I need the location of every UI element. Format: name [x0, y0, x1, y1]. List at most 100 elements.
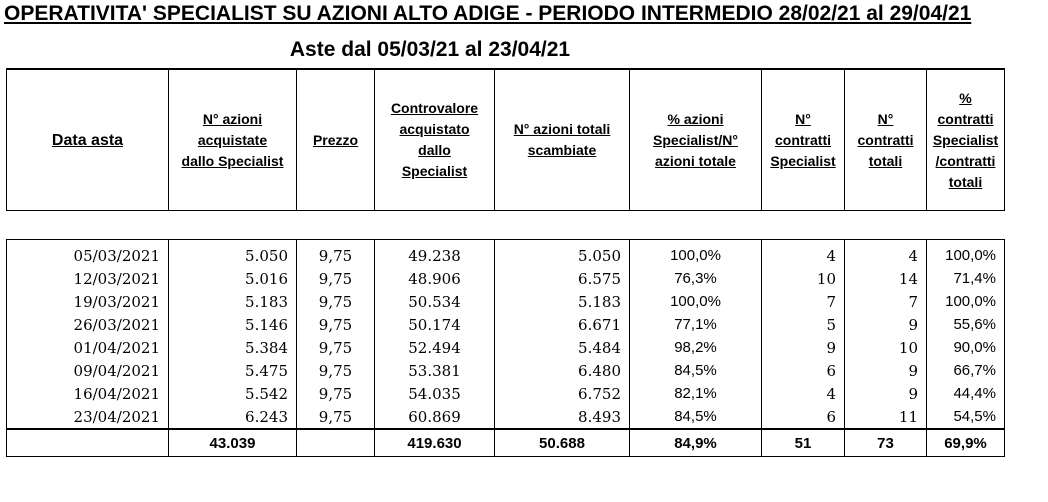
cell-azioni-acquistate: 5.016: [168, 267, 297, 290]
total-contratti-totali: 73: [844, 428, 927, 457]
table-row: 09/04/2021 5.475 9,75 53.381 6.480 84,5% 6 9 66,…: [6, 359, 1005, 382]
cell-azioni-totali: 6.575: [494, 267, 630, 290]
cell-azioni-totali: 5.183: [494, 290, 630, 313]
table-row: 01/04/2021 5.384 9,75 52.494 5.484 98,2% 9 10 90…: [6, 336, 1005, 359]
total-controvalore: 419.630: [374, 428, 495, 457]
header-prezzo: Prezzo: [296, 68, 375, 211]
cell-pct-contratti: 55,6%: [926, 313, 1005, 336]
cell-controvalore: 52.494: [374, 336, 495, 359]
cell-pct-contratti: 44,4%: [926, 382, 1005, 405]
cell-contratti-totali: 9: [844, 313, 927, 336]
cell-prezzo: 9,75: [296, 239, 375, 267]
cell-pct-contratti: 90,0%: [926, 336, 1005, 359]
cell-data-asta: 26/03/2021: [6, 313, 169, 336]
header-azioni-totali: N° azioni totali scambiate: [494, 68, 630, 211]
header-row: Data asta N° azioni acquistate dallo Spe…: [6, 68, 1005, 211]
cell-data-asta: 05/03/2021: [6, 239, 169, 267]
cell-pct-contratti: 54,5%: [926, 405, 1005, 429]
cell-pct-azioni: 84,5%: [629, 405, 762, 429]
cell-pct-azioni: 77,1%: [629, 313, 762, 336]
cell-controvalore: 60.869: [374, 405, 495, 429]
spacer-row: [7, 211, 1005, 240]
header-contratti-totali: N° contratti totali: [844, 68, 927, 211]
cell-data-asta: 19/03/2021: [6, 290, 169, 313]
header-controvalore: Controvalore acquistato dallo Specialist: [374, 68, 495, 211]
cell-data-asta: 23/04/2021: [6, 405, 169, 429]
cell-contratti-totali: 9: [844, 382, 927, 405]
cell-prezzo: 9,75: [296, 359, 375, 382]
cell-data-asta: 12/03/2021: [6, 267, 169, 290]
specialist-operations-table: Data asta N° azioni acquistate dallo Spe…: [6, 68, 1005, 457]
table-row: 23/04/2021 6.243 9,75 60.869 8.493 84,5% 6 11 54…: [6, 405, 1005, 429]
document-title: OPERATIVITA' SPECIALIST SU AZIONI ALTO A…: [4, 2, 972, 25]
cell-azioni-acquistate: 5.050: [168, 239, 297, 267]
cell-azioni-acquistate: 5.183: [168, 290, 297, 313]
total-pct-azioni: 84,9%: [629, 428, 762, 457]
cell-controvalore: 53.381: [374, 359, 495, 382]
cell-azioni-totali: 5.484: [494, 336, 630, 359]
cell-azioni-acquistate: 6.243: [168, 405, 297, 429]
cell-azioni-totali: 5.050: [494, 239, 630, 267]
cell-pct-azioni: 76,3%: [629, 267, 762, 290]
cell-pct-contratti: 71,4%: [926, 267, 1005, 290]
header-azioni-acquistate: N° azioni acquistate dallo Specialist: [168, 68, 297, 211]
cell-contratti-specialist: 4: [761, 239, 845, 267]
cell-azioni-acquistate: 5.475: [168, 359, 297, 382]
cell-contratti-totali: 11: [844, 405, 927, 429]
totals-row: 43.039 419.630 50.688 84,9% 51 73 69,9%: [6, 428, 1005, 457]
cell-controvalore: 48.906: [374, 267, 495, 290]
cell-controvalore: 54.035: [374, 382, 495, 405]
cell-prezzo: 9,75: [296, 336, 375, 359]
cell-pct-azioni: 98,2%: [629, 336, 762, 359]
cell-data-asta: 16/04/2021: [6, 382, 169, 405]
total-pct-contratti: 69,9%: [926, 428, 1005, 457]
cell-azioni-totali: 6.752: [494, 382, 630, 405]
header-data-asta: Data asta: [6, 68, 169, 211]
total-contratti-specialist: 51: [761, 428, 845, 457]
total-azioni-totali: 50.688: [494, 428, 630, 457]
cell-contratti-specialist: 4: [761, 382, 845, 405]
table-row: 19/03/2021 5.183 9,75 50.534 5.183 100,0% 7 7 10…: [6, 290, 1005, 313]
cell-azioni-acquistate: 5.384: [168, 336, 297, 359]
cell-pct-azioni: 100,0%: [629, 239, 762, 267]
cell-contratti-specialist: 7: [761, 290, 845, 313]
cell-azioni-acquistate: 5.146: [168, 313, 297, 336]
cell-contratti-totali: 9: [844, 359, 927, 382]
header-contratti-specialist: N° contratti Specialist: [761, 68, 845, 211]
cell-contratti-specialist: 6: [761, 405, 845, 429]
document-subtitle: Aste dal 05/03/21 al 23/04/21: [289, 38, 571, 61]
header-pct-azioni: % azioni Specialist/N° azioni totale: [629, 68, 762, 211]
cell-contratti-specialist: 9: [761, 336, 845, 359]
cell-azioni-totali: 6.480: [494, 359, 630, 382]
cell-prezzo: 9,75: [296, 313, 375, 336]
cell-azioni-totali: 6.671: [494, 313, 630, 336]
cell-controvalore: 49.238: [374, 239, 495, 267]
cell-prezzo: 9,75: [296, 290, 375, 313]
cell-pct-contratti: 100,0%: [926, 290, 1005, 313]
cell-prezzo: 9,75: [296, 267, 375, 290]
cell-data-asta: 01/04/2021: [6, 336, 169, 359]
total-prezzo-cell: [296, 428, 375, 457]
cell-azioni-acquistate: 5.542: [168, 382, 297, 405]
cell-azioni-totali: 8.493: [494, 405, 630, 429]
total-azioni: 43.039: [168, 428, 297, 457]
cell-contratti-totali: 4: [844, 239, 927, 267]
cell-contratti-specialist: 6: [761, 359, 845, 382]
cell-data-asta: 09/04/2021: [6, 359, 169, 382]
header-pct-contratti: % contratti Specialist /contratti totali: [926, 68, 1005, 211]
table-row: 26/03/2021 5.146 9,75 50.174 6.671 77,1% 5 9 55,…: [6, 313, 1005, 336]
cell-pct-contratti: 100,0%: [926, 239, 1005, 267]
cell-pct-contratti: 66,7%: [926, 359, 1005, 382]
cell-contratti-specialist: 5: [761, 313, 845, 336]
cell-contratti-totali: 10: [844, 336, 927, 359]
cell-contratti-totali: 7: [844, 290, 927, 313]
cell-prezzo: 9,75: [296, 382, 375, 405]
cell-pct-azioni: 100,0%: [629, 290, 762, 313]
cell-prezzo: 9,75: [296, 405, 375, 429]
cell-controvalore: 50.534: [374, 290, 495, 313]
cell-pct-azioni: 84,5%: [629, 359, 762, 382]
table-row: 16/04/2021 5.542 9,75 54.035 6.752 82,1% 4 9 44,…: [6, 382, 1005, 405]
table-body: 05/03/2021 5.050 9,75 49.238 5.050 100,0% 4 4 10…: [6, 239, 1005, 429]
total-label-cell: [6, 428, 169, 457]
cell-pct-azioni: 82,1%: [629, 382, 762, 405]
